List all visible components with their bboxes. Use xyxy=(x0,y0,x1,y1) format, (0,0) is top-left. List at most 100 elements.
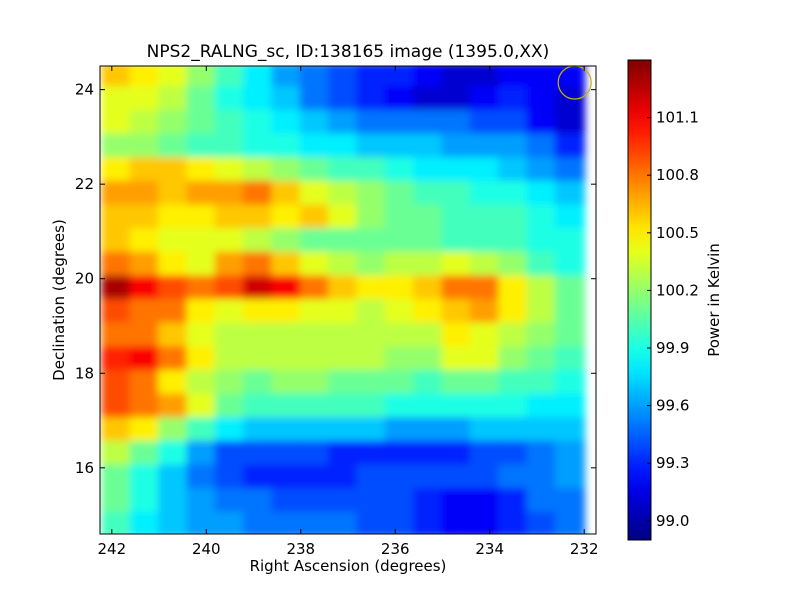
heatmap-cell xyxy=(469,440,501,467)
heatmap-cell xyxy=(243,299,274,325)
heatmap-cell xyxy=(243,66,274,89)
heatmap-cell xyxy=(526,440,557,467)
heatmap-cell xyxy=(356,66,387,89)
heatmap-cell xyxy=(554,346,586,372)
heatmap-cell xyxy=(158,86,189,112)
heatmap-cell xyxy=(526,109,557,136)
heatmap-cell xyxy=(441,66,472,89)
heatmap-cell xyxy=(498,369,529,396)
heatmap-cell xyxy=(271,393,302,420)
heatmap-cell xyxy=(554,299,586,325)
heatmap-cell xyxy=(554,180,586,207)
heatmap-cell xyxy=(243,440,274,467)
heatmap-cell xyxy=(186,157,217,183)
heatmap-cell xyxy=(214,133,245,160)
heatmap-cell xyxy=(526,511,557,534)
heatmap-cell xyxy=(129,346,160,372)
heatmap-cell xyxy=(441,393,472,420)
colorbar-label: Power in Kelvin xyxy=(705,243,723,357)
heatmap-cell xyxy=(384,464,416,491)
heatmap-cell xyxy=(214,393,245,420)
heatmap-cell xyxy=(356,299,387,325)
heatmap-cell xyxy=(186,275,217,301)
heatmap-cell xyxy=(384,109,416,136)
heatmap-cell xyxy=(129,275,160,301)
heatmap-cell xyxy=(469,299,501,325)
heatmap-cell xyxy=(186,66,217,89)
heatmap-cell xyxy=(328,251,359,278)
heatmap-cell xyxy=(299,180,331,207)
heatmap-cell xyxy=(129,488,160,514)
heatmap-cell xyxy=(214,346,245,372)
heatmap-cell xyxy=(356,109,387,136)
heatmap-cell xyxy=(101,109,132,136)
heatmap-cell xyxy=(299,86,331,112)
heatmap-cell xyxy=(214,66,245,89)
heatmap-cell xyxy=(328,109,359,136)
colorbar-tick-label: 101.1 xyxy=(656,109,699,127)
y-tick-label: 22 xyxy=(75,175,94,193)
heatmap-cell xyxy=(469,393,501,420)
heatmap-cell xyxy=(328,66,359,89)
heatmap-cell xyxy=(101,275,132,301)
heatmap-cell xyxy=(413,133,444,160)
heatmap-cell xyxy=(356,228,387,254)
heatmap-cell xyxy=(384,511,416,534)
heatmap-cell xyxy=(158,488,189,514)
heatmap-cell xyxy=(271,440,302,467)
heatmap-cell xyxy=(243,180,274,207)
heatmap-cell xyxy=(498,440,529,467)
heatmap-cell xyxy=(328,511,359,534)
heatmap-cell xyxy=(328,228,359,254)
heatmap-cell xyxy=(101,204,132,231)
heatmap-cell xyxy=(214,86,245,112)
heatmap-cell xyxy=(469,488,501,514)
heatmap-cell xyxy=(101,157,132,183)
heatmap-cell xyxy=(101,133,132,160)
heatmap-cell xyxy=(271,299,302,325)
heatmap-cell xyxy=(101,322,132,349)
heatmap-cell xyxy=(214,204,245,231)
heatmap-cell xyxy=(214,299,245,325)
heatmap-cell xyxy=(243,369,274,396)
heatmap-cell xyxy=(356,440,387,467)
heatmap-cell xyxy=(299,440,331,467)
heatmap-cell xyxy=(441,417,472,443)
heatmap-cell xyxy=(469,511,501,534)
heatmap-cell xyxy=(158,440,189,467)
heatmap-cell xyxy=(186,369,217,396)
heatmap-cell xyxy=(243,157,274,183)
x-axis-label: Right Ascension (degrees) xyxy=(250,557,447,575)
heatmap-cell xyxy=(526,464,557,491)
heatmap-cell xyxy=(498,180,529,207)
heatmap-cell xyxy=(554,440,586,467)
heatmap-cell xyxy=(186,440,217,467)
heatmap-cell xyxy=(328,204,359,231)
heatmap-cell xyxy=(214,417,245,443)
heatmap-cell xyxy=(554,251,586,278)
x-tick-label: 232 xyxy=(570,540,599,558)
heatmap-cell xyxy=(554,488,586,514)
heatmap-cell xyxy=(441,488,472,514)
heatmap-cell xyxy=(271,133,302,160)
heatmap-cell xyxy=(186,133,217,160)
heatmap-cell xyxy=(243,204,274,231)
heatmap-cell xyxy=(158,464,189,491)
heatmap-cell xyxy=(214,275,245,301)
heatmap-cell xyxy=(441,440,472,467)
heatmap-cell xyxy=(243,133,274,160)
heatmap-cell xyxy=(526,417,557,443)
heatmap-cell xyxy=(526,369,557,396)
heatmap-cell xyxy=(214,251,245,278)
heatmap-cell xyxy=(328,464,359,491)
heatmap-cell xyxy=(271,464,302,491)
heatmap-cell xyxy=(356,204,387,231)
heatmap-cell xyxy=(186,488,217,514)
heatmap-cell xyxy=(129,417,160,443)
heatmap-cell xyxy=(526,228,557,254)
heatmap-cell xyxy=(356,180,387,207)
heatmap-cell xyxy=(158,275,189,301)
heatmap-cell xyxy=(243,464,274,491)
heatmap-cell xyxy=(554,157,586,183)
heatmap-cell xyxy=(101,417,132,443)
